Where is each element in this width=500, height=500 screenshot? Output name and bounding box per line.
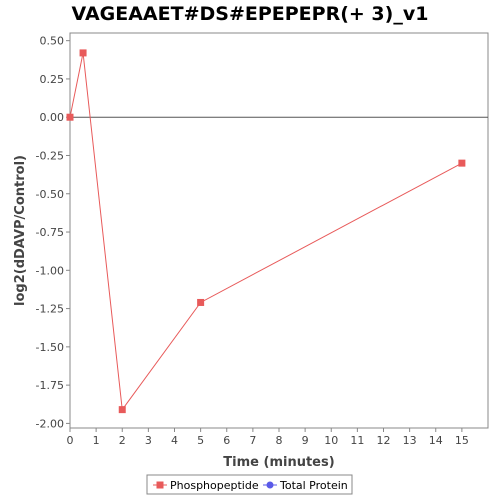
chart-title: VAGEAAET#DS#EPEPEPR(+ 3)_v1 [71, 3, 429, 25]
x-tick-label: 12 [377, 434, 391, 447]
y-tick-label: -1.75 [36, 379, 64, 392]
data-point [66, 113, 74, 121]
y-tick-label: -2.00 [36, 417, 64, 430]
y-tick-label: -0.75 [36, 226, 64, 239]
x-tick-label: 7 [249, 434, 256, 447]
x-tick-label: 2 [119, 434, 126, 447]
x-tick-label: 5 [197, 434, 204, 447]
legend-label: Phosphopeptide [170, 479, 259, 492]
data-point [79, 49, 87, 57]
legend-marker-circle [266, 481, 274, 489]
x-tick-label: 10 [324, 434, 338, 447]
x-tick-label: 0 [67, 434, 74, 447]
y-tick-label: 0.00 [40, 111, 65, 124]
legend-box [146, 474, 353, 495]
x-tick-label: 1 [93, 434, 100, 447]
y-tick-label: 0.25 [40, 73, 65, 86]
x-tick-label: 15 [455, 434, 469, 447]
x-tick-label: 3 [145, 434, 152, 447]
y-tick-label: -0.25 [36, 149, 64, 162]
x-tick-label: 8 [276, 434, 283, 447]
x-tick-label: 4 [171, 434, 178, 447]
x-tick-label: 13 [403, 434, 417, 447]
x-tick-label: 11 [350, 434, 364, 447]
x-tick-label: 9 [302, 434, 309, 447]
x-axis-title: Time (minutes) [223, 455, 334, 470]
data-point [197, 298, 205, 306]
legend-label: Total Protein [279, 479, 348, 492]
y-tick-label: -1.25 [36, 303, 64, 316]
y-tick-label: 0.50 [40, 35, 65, 48]
y-tick-label: -1.50 [36, 341, 64, 354]
x-tick-label: 6 [223, 434, 230, 447]
data-point [118, 406, 126, 414]
x-tick-label: 14 [429, 434, 443, 447]
y-tick-label: -0.50 [36, 188, 64, 201]
y-axis-title: log2(dDAVP/Control) [13, 155, 28, 306]
plot-area [69, 32, 489, 429]
data-point [458, 159, 466, 167]
legend-marker-square [156, 481, 164, 489]
y-tick-label: -1.00 [36, 264, 64, 277]
